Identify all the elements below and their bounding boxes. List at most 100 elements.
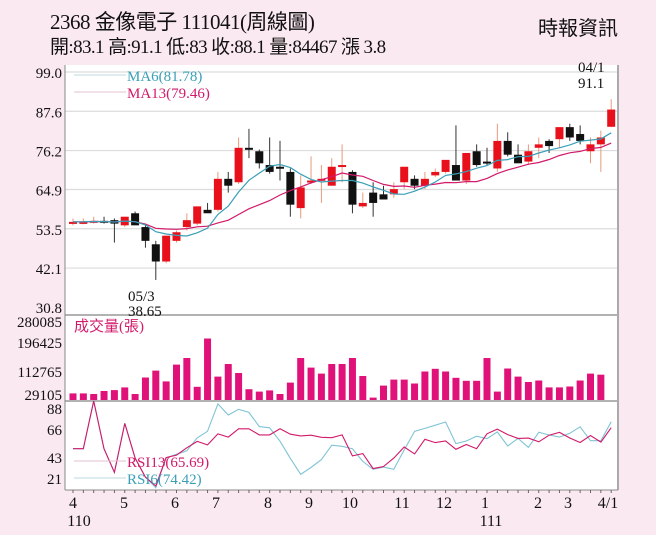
- candle: [224, 178, 233, 186]
- volume-bar: [235, 373, 243, 400]
- price-tick-label: 64.9: [36, 184, 62, 200]
- x-tick-label: 6: [171, 495, 179, 512]
- x-year-label: 110: [67, 513, 90, 530]
- x-tick-label: 8: [264, 495, 272, 512]
- candle: [420, 178, 429, 186]
- volume-bar: [307, 367, 315, 400]
- candle: [307, 180, 316, 183]
- volume-bar: [224, 364, 232, 400]
- ma6-line: [73, 132, 612, 237]
- volume-bar: [431, 368, 439, 400]
- price-tick-label: 42.1: [36, 262, 62, 278]
- candle: [358, 202, 367, 207]
- volume-bar: [452, 377, 460, 400]
- volume-bar: [400, 379, 408, 400]
- candle: [69, 221, 77, 224]
- gridlines: [65, 71, 618, 269]
- rsi6-legend: RSI6(74.42): [127, 472, 202, 488]
- candle: [203, 209, 212, 214]
- candle: [338, 165, 347, 168]
- candle: [234, 147, 243, 183]
- price-tick-label: 76.2: [36, 145, 62, 161]
- candle: [182, 220, 191, 228]
- high-value-annotation: 91.1: [578, 76, 604, 92]
- rsi-tick-label: 21: [47, 472, 62, 488]
- candle: [576, 134, 585, 141]
- price-tick-label: 30.8: [36, 301, 62, 317]
- volume-bar: [173, 364, 180, 400]
- volume-bars: [69, 338, 605, 400]
- volume-bar: [576, 380, 584, 400]
- x-tick-label: 4/1: [598, 495, 618, 512]
- candle: [193, 206, 202, 224]
- volume-bar: [555, 387, 563, 400]
- ma6-legend: MA6(81.78): [127, 69, 202, 85]
- volume-bar: [390, 379, 398, 400]
- volume-bar: [204, 338, 212, 400]
- volume-bar: [152, 370, 160, 400]
- volume-bar: [462, 380, 470, 400]
- x-tick-label: 7: [212, 495, 220, 512]
- volume-bar: [328, 364, 336, 400]
- candle: [472, 151, 481, 166]
- volume-bar: [100, 391, 108, 400]
- candle: [596, 137, 605, 145]
- volume-bar: [141, 377, 149, 400]
- candle: [79, 221, 88, 224]
- x-tick-label: 10: [342, 495, 358, 512]
- rsi-tick-label: 43: [47, 451, 62, 467]
- volume-tick-label: 29105: [25, 388, 63, 404]
- volume-bar: [473, 380, 481, 400]
- volume-tick-label: 280085: [17, 315, 62, 331]
- candle: [162, 235, 171, 262]
- volume-bar: [193, 386, 201, 400]
- volume-bar: [535, 380, 543, 400]
- candle: [276, 166, 284, 169]
- volume-bar: [514, 376, 522, 400]
- volume-bar: [79, 393, 87, 400]
- candle: [400, 166, 409, 183]
- volume-bar: [348, 358, 356, 400]
- volume-bar: [545, 387, 553, 400]
- price-tick-label: 87.6: [36, 105, 63, 121]
- candle: [545, 140, 554, 147]
- volume-bar: [566, 386, 574, 400]
- volume-bar: [255, 391, 263, 400]
- x-tick-label: 4: [69, 495, 77, 512]
- volume-bar: [245, 389, 253, 400]
- volume-bar: [276, 394, 284, 400]
- volume-tick-label: 112765: [18, 365, 62, 381]
- x-tick-label: 11: [394, 495, 409, 512]
- volume-bar: [110, 390, 118, 400]
- candle: [514, 154, 523, 164]
- high-date-annotation: 04/1: [578, 60, 605, 76]
- candle: [369, 192, 378, 203]
- rsi-tick-label: 88: [47, 402, 62, 418]
- volume-bar: [504, 368, 512, 400]
- volume-bar: [286, 382, 294, 400]
- chart-title: 2368 金像電子 111041(周線圖): [50, 10, 315, 34]
- candle: [389, 189, 398, 195]
- price-stats: 開:83.1 高:91.1 低:83 收:88.1 量:84467 漲 3.8: [50, 37, 386, 58]
- volume-bar: [183, 358, 191, 400]
- candle: [441, 159, 450, 172]
- candle: [296, 187, 305, 209]
- candle: [131, 213, 140, 226]
- x-tick-label: 3: [564, 495, 572, 512]
- candle: [151, 244, 160, 262]
- rsi13-line: [73, 400, 612, 487]
- volume-bar: [380, 385, 387, 400]
- candle: [286, 171, 295, 205]
- candle: [255, 151, 264, 164]
- volume-bar: [483, 358, 491, 400]
- volume-bar: [359, 376, 367, 400]
- volume-bar: [121, 387, 129, 400]
- volume-bar: [524, 382, 532, 400]
- volume-bar: [162, 381, 170, 400]
- candle: [265, 165, 274, 172]
- volume-bar: [338, 364, 346, 400]
- rsi-tick-label: 66: [47, 423, 63, 439]
- volume-bar: [587, 373, 594, 400]
- price-tick-label: 99.0: [36, 66, 62, 82]
- candle: [141, 227, 150, 241]
